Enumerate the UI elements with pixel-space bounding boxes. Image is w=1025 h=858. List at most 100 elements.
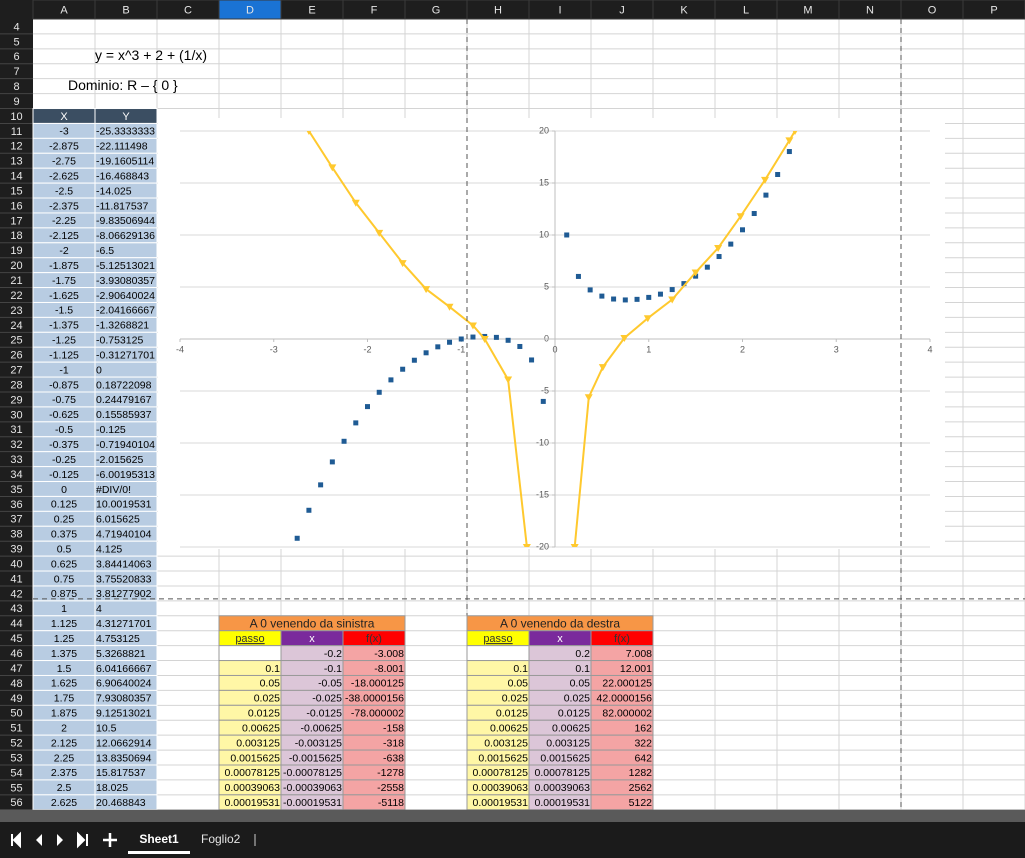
nav-prev[interactable] xyxy=(36,834,42,846)
sheet-tab[interactable]: Foglio2 xyxy=(201,832,241,846)
row-number[interactable]: 14 xyxy=(10,171,22,183)
xy-cell-text: 4 xyxy=(96,603,102,615)
row-number[interactable]: 38 xyxy=(10,529,22,541)
table-cell-text: 0.00625 xyxy=(242,722,280,734)
table-cell-text: -38.0000156 xyxy=(345,693,404,705)
row-number[interactable]: 32 xyxy=(10,439,22,451)
row-number[interactable]: 29 xyxy=(10,394,22,406)
xy-cell-text: 1.5 xyxy=(57,663,72,675)
data-point xyxy=(480,336,489,343)
xy-cell-text: -14.025 xyxy=(96,185,132,197)
xy-cell-text: -2.375 xyxy=(49,200,79,212)
row-number[interactable]: 9 xyxy=(13,96,19,108)
row-number[interactable]: 13 xyxy=(10,156,22,168)
table-cell-text: 0.003125 xyxy=(546,737,590,749)
row-number[interactable]: 52 xyxy=(10,738,22,750)
row-number[interactable]: 27 xyxy=(10,365,22,377)
data-point xyxy=(306,507,312,513)
xy-cell-text: 7.93080357 xyxy=(96,693,152,705)
row-number[interactable]: 46 xyxy=(10,648,22,660)
xy-header-text: X xyxy=(60,111,68,123)
row-number[interactable]: 22 xyxy=(10,290,22,302)
xy-cell-text: 2.125 xyxy=(51,737,77,749)
data-point xyxy=(598,364,607,372)
row-number[interactable]: 53 xyxy=(10,752,22,764)
table-cell-text: 0.05 xyxy=(508,678,529,690)
row-number[interactable]: 42 xyxy=(10,588,22,600)
x-tick-label: 3 xyxy=(834,344,839,354)
row-number[interactable]: 30 xyxy=(10,409,22,421)
column-header[interactable] xyxy=(962,0,1025,20)
column-letter: I xyxy=(558,4,561,16)
row-number[interactable]: 17 xyxy=(10,215,22,227)
row-number[interactable]: 33 xyxy=(10,454,22,466)
table-cell-text: 0.025 xyxy=(564,693,590,705)
row-number[interactable]: 11 xyxy=(11,126,22,138)
row-number[interactable]: 34 xyxy=(10,469,22,481)
row-number[interactable]: 28 xyxy=(10,379,22,391)
add-sheet[interactable] xyxy=(103,833,117,847)
row-number[interactable]: 51 xyxy=(10,723,22,735)
data-point xyxy=(411,357,417,363)
row-number[interactable]: 39 xyxy=(10,544,22,556)
row-number[interactable]: 4 xyxy=(13,21,19,33)
xy-cell-text: 1.125 xyxy=(51,618,77,630)
nav-first[interactable] xyxy=(11,831,21,849)
data-point xyxy=(517,343,523,349)
row-number[interactable]: 49 xyxy=(10,693,22,705)
row-number[interactable]: 8 xyxy=(13,81,19,93)
row-number[interactable]: 12 xyxy=(10,141,22,153)
row-number[interactable]: 31 xyxy=(10,424,22,436)
row-number[interactable]: 50 xyxy=(10,708,22,720)
row-number[interactable]: 10 xyxy=(10,111,22,123)
xy-cell-text: 2 xyxy=(61,722,67,734)
row-number[interactable]: 40 xyxy=(10,558,22,570)
row-number[interactable]: 45 xyxy=(10,633,22,645)
nav-last[interactable] xyxy=(77,831,88,849)
table-cell-text: 0.05 xyxy=(570,678,591,690)
xy-cell-text: 0.125 xyxy=(51,499,77,511)
xy-cell-text: -19.1605114 xyxy=(96,156,154,168)
row-number[interactable]: 15 xyxy=(10,185,22,197)
table-cell-text: 0.0015625 xyxy=(540,752,590,764)
row-number[interactable]: 36 xyxy=(10,499,22,511)
row-number[interactable]: 6 xyxy=(13,51,19,63)
table-cell-text: 0.0125 xyxy=(558,708,590,720)
xy-cell-text: 0.15585937 xyxy=(96,409,152,421)
row-number[interactable]: 18 xyxy=(10,230,22,242)
row-number[interactable]: 23 xyxy=(10,305,22,317)
row-number[interactable]: 54 xyxy=(10,767,22,779)
row-number[interactable]: 48 xyxy=(10,678,22,690)
table-cell-text: 12.001 xyxy=(620,663,652,675)
xy-cell-text: -2.5 xyxy=(55,185,73,197)
row-number[interactable]: 20 xyxy=(10,260,22,272)
row-number[interactable]: 41 xyxy=(10,573,22,585)
row-number[interactable]: 26 xyxy=(10,350,22,362)
table-cell-text: 0.00078125 xyxy=(225,767,281,779)
xy-cell-text: -0.5 xyxy=(55,424,73,436)
row-number[interactable]: 5 xyxy=(13,36,19,48)
data-point xyxy=(716,254,722,260)
row-number[interactable]: 43 xyxy=(10,603,22,615)
row-number[interactable]: 47 xyxy=(10,663,22,675)
row-number[interactable]: 16 xyxy=(10,200,22,212)
row-number[interactable]: 21 xyxy=(10,275,22,287)
row-number[interactable]: 25 xyxy=(10,335,22,347)
row-number[interactable]: 7 xyxy=(13,66,19,78)
table-cell-text: 0.05 xyxy=(260,678,281,690)
xy-cell-text: -2.75 xyxy=(52,156,76,168)
data-point xyxy=(669,287,675,293)
row-number[interactable]: 37 xyxy=(10,514,22,526)
row-number[interactable]: 56 xyxy=(10,797,22,809)
y-tick-label: 10 xyxy=(539,229,549,239)
row-number[interactable]: 24 xyxy=(10,320,22,332)
sheet-tab[interactable]: Sheet1 xyxy=(139,832,179,846)
data-point xyxy=(294,535,300,541)
row-number[interactable]: 55 xyxy=(10,782,22,794)
row-number[interactable]: 44 xyxy=(10,618,22,630)
row-number[interactable]: 19 xyxy=(10,245,22,257)
row-number[interactable]: 35 xyxy=(10,484,22,496)
nav-next[interactable] xyxy=(57,834,63,846)
xy-cell-text: 2.5 xyxy=(57,782,72,794)
table-cell-text: 5122 xyxy=(629,797,653,809)
